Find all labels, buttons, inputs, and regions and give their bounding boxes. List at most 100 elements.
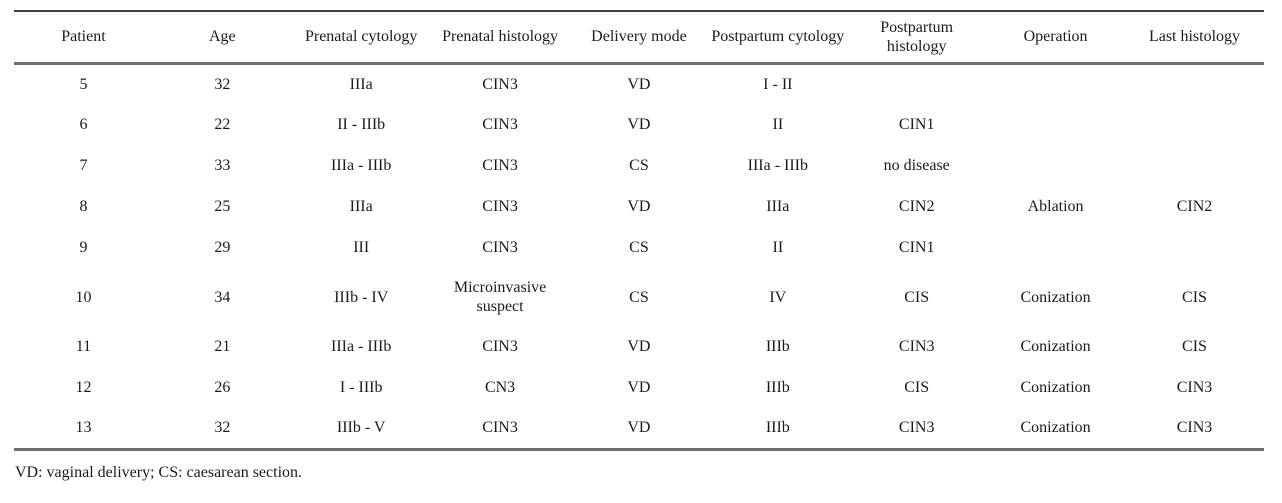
- table-cell: 22: [214, 116, 231, 133]
- table-cell: CIN3: [482, 116, 518, 133]
- table-cell: VD: [569, 408, 709, 451]
- column-header: Prenatal histology: [430, 11, 570, 65]
- table-cell: I - II: [763, 75, 793, 93]
- table-cell: CS: [629, 157, 649, 174]
- table-cell: IIIb: [765, 338, 790, 355]
- table-cell: 13: [14, 408, 153, 451]
- table-cell: IV: [769, 288, 787, 306]
- table-footnote: VD: vaginal delivery; CS: caesarean sect…: [15, 463, 303, 481]
- table-cell: 32: [152, 408, 292, 451]
- table-cell: CIN3: [482, 239, 518, 256]
- table-cell: 32: [214, 75, 231, 93]
- table-cell: IIIa: [349, 75, 373, 93]
- table-cell: [1125, 63, 1264, 104]
- table-cell: Microinvasive suspect: [453, 279, 547, 315]
- table-cell: CIN1: [898, 239, 935, 256]
- table-cell: 10: [75, 288, 92, 306]
- table-row: 13 32 IIIb - V CIN3 VD IIIb CIN3 Conization CIN3: [14, 408, 1264, 451]
- table-cell: 11: [75, 338, 92, 355]
- table-cell: CIN2: [898, 198, 935, 215]
- table-cell: Conization: [1020, 379, 1091, 396]
- table-cell: [986, 104, 1125, 145]
- table-cell: VD: [627, 338, 651, 355]
- table-cell: CIS: [1182, 288, 1207, 306]
- table-cell: CIN3: [430, 408, 570, 451]
- table-cell: IIIb: [708, 408, 848, 451]
- column-header: Age: [152, 11, 292, 65]
- table-cell: VD: [627, 116, 651, 133]
- table-cell: [986, 63, 1125, 104]
- table-cell: 26: [214, 379, 231, 396]
- table-cell: CIS: [904, 379, 930, 396]
- column-header: Postpartum histology: [847, 11, 987, 65]
- table-cell: no disease: [883, 157, 950, 174]
- table-cell: CIN3: [482, 338, 518, 355]
- table-cell: 29: [214, 239, 231, 256]
- table-cell: IIIb - IV: [334, 288, 389, 306]
- table-cell: IIIb: [765, 379, 790, 396]
- table-cell: 21: [214, 338, 231, 355]
- table-cell: Conization: [1020, 288, 1091, 306]
- column-header: Patient: [14, 11, 153, 65]
- table-cell: IIIa - IIIb: [747, 157, 809, 174]
- table-cell: [1125, 227, 1264, 268]
- table-cell: IIIa - IIIb: [330, 338, 392, 355]
- table-cell: CN3: [484, 379, 516, 396]
- table-cell: 12: [75, 379, 92, 396]
- table-cell: Conization: [986, 408, 1125, 451]
- table-cell: [986, 145, 1125, 186]
- table-cell: CIN3: [1176, 379, 1213, 396]
- table-row: 11 21 IIIa - IIIb CIN3 VD IIIb CIN3 Conization C…: [14, 326, 1264, 367]
- table-cell: II - IIIb: [337, 116, 386, 133]
- table-cell: [1125, 104, 1264, 145]
- column-header: Operation: [986, 11, 1125, 65]
- table-row: 10 34 IIIb - IV Microinvasive suspect CS IV CI…: [14, 268, 1264, 326]
- table-cell: CIN3: [1125, 408, 1264, 451]
- table-cell: CIS: [904, 288, 930, 306]
- table-cell: CIN3: [482, 198, 518, 215]
- table-cell: 8: [79, 198, 88, 215]
- table-cell: 7: [79, 157, 88, 174]
- table-cell: CIN3: [482, 75, 518, 93]
- table-cell: 34: [214, 288, 231, 306]
- table-cell: [986, 227, 1125, 268]
- table-cell: CIN3: [847, 408, 987, 451]
- table-cell: 6: [79, 116, 88, 133]
- table-cell: 25: [214, 198, 231, 215]
- table-cell: IIIb - V: [291, 408, 431, 451]
- table-row: 12 26 I - IIIb CN3 VD IIIb CIS Conization CIN3: [14, 367, 1264, 408]
- table-row: 7 33 IIIa - IIIb CIN3 CS IIIa - IIIb no diseas…: [14, 145, 1264, 186]
- table-cell: CIN3: [482, 157, 518, 174]
- table-cell: [847, 63, 986, 104]
- table-cell: 5: [79, 75, 88, 93]
- table-row: 6 22 II - IIIb CIN3 VD II CIN1: [14, 104, 1264, 145]
- table-cell: 9: [79, 239, 88, 256]
- table-cell: II: [772, 116, 784, 133]
- table-cell: IIIa - IIIb: [330, 157, 392, 174]
- column-header: Postpartum cytology: [708, 11, 848, 65]
- table-cell: III: [353, 239, 370, 256]
- table-row: 8 25 IIIa CIN3 VD IIIa CIN2 Ablation CIN2: [14, 186, 1264, 227]
- column-header: Prenatal cytology: [291, 11, 431, 65]
- table-cell: VD: [627, 75, 651, 93]
- table-cell: [1125, 145, 1264, 186]
- table-cell: IIIa: [349, 198, 373, 215]
- table-cell: CS: [629, 239, 649, 256]
- table-header-row: Patient Age Prenatal cytology Prenatal hist…: [14, 11, 1264, 65]
- patients-table: Patient Age Prenatal cytology Prenatal hist…: [14, 10, 1264, 451]
- table-cell: CIN1: [898, 116, 935, 133]
- table-row: 5 32 IIIa CIN3 VD I - II: [14, 63, 1264, 104]
- table-cell: CS: [629, 288, 649, 306]
- table-cell: Ablation: [1027, 198, 1084, 215]
- table-cell: Conization: [1020, 338, 1091, 355]
- table-cell: CIN3: [898, 338, 935, 355]
- table-body: 5 32 IIIa CIN3 VD I - II 6 22 II - IIIb CIN3 VD II C…: [14, 63, 1264, 451]
- table-cell: CIS: [1182, 338, 1207, 355]
- table-header: Patient Age Prenatal cytology Prenatal hist…: [14, 11, 1264, 65]
- table-cell: I - IIIb: [339, 379, 383, 396]
- table-cell: VD: [627, 198, 651, 215]
- table-cell: IIIa: [766, 198, 790, 215]
- table-cell: VD: [627, 379, 651, 396]
- table-cell: II: [772, 239, 784, 256]
